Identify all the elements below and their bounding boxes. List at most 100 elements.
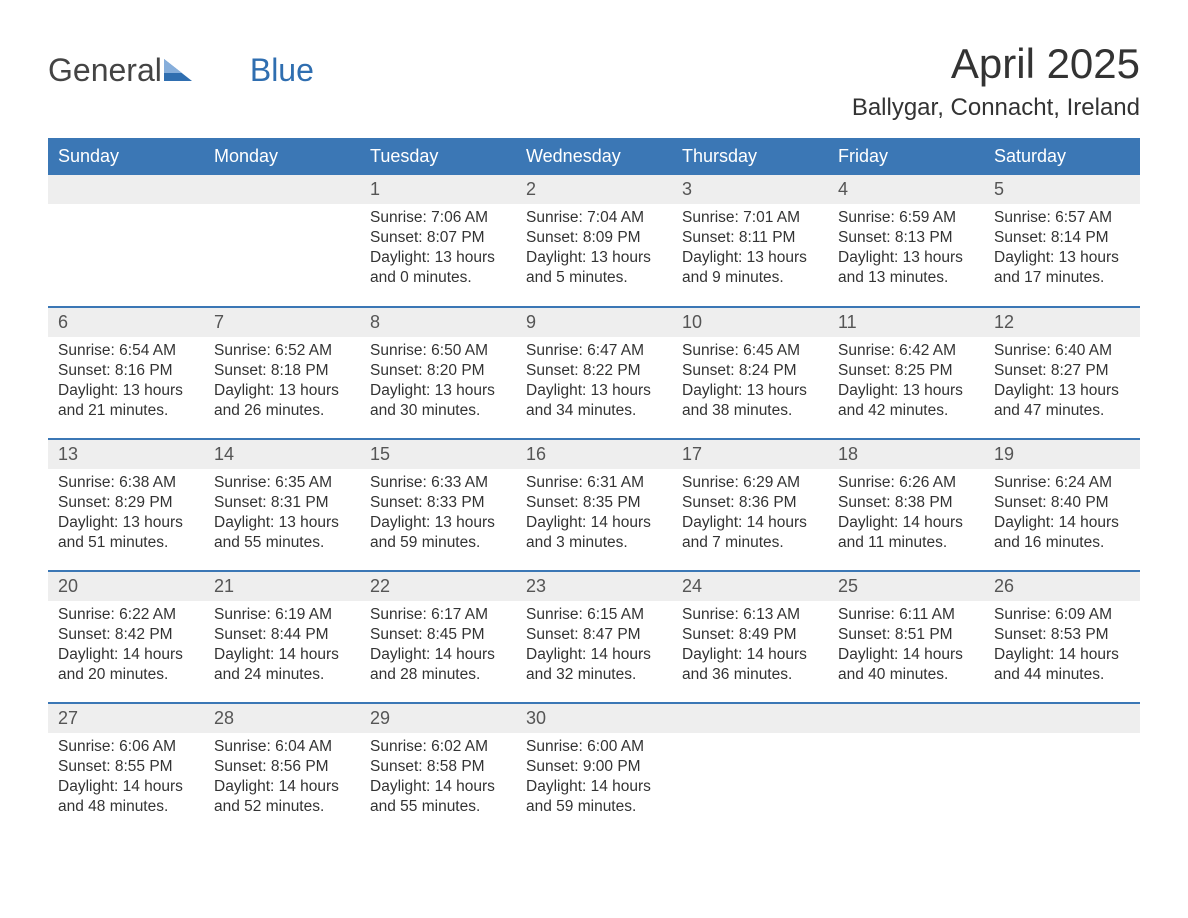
day-number: 24: [672, 572, 828, 601]
day-details: Sunrise: 7:06 AMSunset: 8:07 PMDaylight:…: [360, 204, 516, 295]
day-dl1: Daylight: 14 hours: [994, 513, 1130, 533]
day-details: Sunrise: 6:15 AMSunset: 8:47 PMDaylight:…: [516, 601, 672, 692]
day-details: Sunrise: 6:04 AMSunset: 8:56 PMDaylight:…: [204, 733, 360, 824]
day-details: Sunrise: 7:04 AMSunset: 8:09 PMDaylight:…: [516, 204, 672, 295]
day-number: [48, 175, 204, 204]
calendar-day-cell: 16Sunrise: 6:31 AMSunset: 8:35 PMDayligh…: [516, 439, 672, 571]
day-dl1: Daylight: 13 hours: [838, 248, 974, 268]
weekday-header: Monday: [204, 138, 360, 175]
weekday-header: Wednesday: [516, 138, 672, 175]
day-dl1: Daylight: 14 hours: [526, 513, 662, 533]
calendar-day-cell: 9Sunrise: 6:47 AMSunset: 8:22 PMDaylight…: [516, 307, 672, 439]
day-details: Sunrise: 7:01 AMSunset: 8:11 PMDaylight:…: [672, 204, 828, 295]
page-header: General Blue April 2025 Ballygar, Connac…: [48, 40, 1140, 132]
calendar-day-cell: [672, 703, 828, 835]
day-sunrise: Sunrise: 7:01 AM: [682, 208, 818, 228]
day-number: [984, 704, 1140, 733]
day-dl2: and 13 minutes.: [838, 268, 974, 288]
day-details: Sunrise: 6:26 AMSunset: 8:38 PMDaylight:…: [828, 469, 984, 560]
calendar-day-cell: 17Sunrise: 6:29 AMSunset: 8:36 PMDayligh…: [672, 439, 828, 571]
day-dl2: and 16 minutes.: [994, 533, 1130, 553]
calendar-day-cell: 22Sunrise: 6:17 AMSunset: 8:45 PMDayligh…: [360, 571, 516, 703]
day-dl1: Daylight: 13 hours: [58, 513, 194, 533]
day-dl2: and 0 minutes.: [370, 268, 506, 288]
day-dl2: and 24 minutes.: [214, 665, 350, 685]
day-details: Sunrise: 6:02 AMSunset: 8:58 PMDaylight:…: [360, 733, 516, 824]
calendar-day-cell: [204, 175, 360, 307]
calendar-day-cell: 13Sunrise: 6:38 AMSunset: 8:29 PMDayligh…: [48, 439, 204, 571]
day-sunrise: Sunrise: 6:59 AM: [838, 208, 974, 228]
weekday-header: Sunday: [48, 138, 204, 175]
day-number: 8: [360, 308, 516, 337]
day-sunset: Sunset: 8:49 PM: [682, 625, 818, 645]
day-dl2: and 3 minutes.: [526, 533, 662, 553]
day-details: Sunrise: 6:24 AMSunset: 8:40 PMDaylight:…: [984, 469, 1140, 560]
day-dl1: Daylight: 14 hours: [214, 645, 350, 665]
day-dl2: and 17 minutes.: [994, 268, 1130, 288]
calendar-day-cell: 24Sunrise: 6:13 AMSunset: 8:49 PMDayligh…: [672, 571, 828, 703]
day-sunset: Sunset: 8:33 PM: [370, 493, 506, 513]
day-sunrise: Sunrise: 6:09 AM: [994, 605, 1130, 625]
day-dl1: Daylight: 13 hours: [370, 248, 506, 268]
calendar-week-row: 27Sunrise: 6:06 AMSunset: 8:55 PMDayligh…: [48, 703, 1140, 835]
day-sunrise: Sunrise: 6:45 AM: [682, 341, 818, 361]
day-number: 20: [48, 572, 204, 601]
day-details: Sunrise: 6:47 AMSunset: 8:22 PMDaylight:…: [516, 337, 672, 428]
day-dl2: and 38 minutes.: [682, 401, 818, 421]
day-sunrise: Sunrise: 7:06 AM: [370, 208, 506, 228]
day-dl1: Daylight: 13 hours: [214, 513, 350, 533]
day-sunset: Sunset: 8:25 PM: [838, 361, 974, 381]
day-dl1: Daylight: 14 hours: [370, 777, 506, 797]
day-sunset: Sunset: 8:20 PM: [370, 361, 506, 381]
calendar-day-cell: 4Sunrise: 6:59 AMSunset: 8:13 PMDaylight…: [828, 175, 984, 307]
day-details: Sunrise: 6:54 AMSunset: 8:16 PMDaylight:…: [48, 337, 204, 428]
weekday-header: Thursday: [672, 138, 828, 175]
calendar-day-cell: 25Sunrise: 6:11 AMSunset: 8:51 PMDayligh…: [828, 571, 984, 703]
day-dl2: and 30 minutes.: [370, 401, 506, 421]
calendar-day-cell: 26Sunrise: 6:09 AMSunset: 8:53 PMDayligh…: [984, 571, 1140, 703]
day-dl2: and 55 minutes.: [370, 797, 506, 817]
day-sunset: Sunset: 9:00 PM: [526, 757, 662, 777]
day-dl1: Daylight: 14 hours: [58, 777, 194, 797]
day-sunrise: Sunrise: 6:11 AM: [838, 605, 974, 625]
day-dl2: and 51 minutes.: [58, 533, 194, 553]
brand-word-1: General: [48, 52, 162, 89]
day-sunrise: Sunrise: 6:29 AM: [682, 473, 818, 493]
day-dl1: Daylight: 14 hours: [838, 645, 974, 665]
location-subtitle: Ballygar, Connacht, Ireland: [852, 94, 1140, 122]
day-dl2: and 55 minutes.: [214, 533, 350, 553]
weekday-header: Saturday: [984, 138, 1140, 175]
calendar-day-cell: 15Sunrise: 6:33 AMSunset: 8:33 PMDayligh…: [360, 439, 516, 571]
day-details: Sunrise: 6:11 AMSunset: 8:51 PMDaylight:…: [828, 601, 984, 692]
day-number: 27: [48, 704, 204, 733]
day-details: Sunrise: 6:29 AMSunset: 8:36 PMDaylight:…: [672, 469, 828, 560]
day-dl1: Daylight: 13 hours: [838, 381, 974, 401]
day-dl2: and 48 minutes.: [58, 797, 194, 817]
day-dl1: Daylight: 14 hours: [838, 513, 974, 533]
day-dl2: and 52 minutes.: [214, 797, 350, 817]
day-sunset: Sunset: 8:18 PM: [214, 361, 350, 381]
day-sunrise: Sunrise: 6:31 AM: [526, 473, 662, 493]
calendar-day-cell: 14Sunrise: 6:35 AMSunset: 8:31 PMDayligh…: [204, 439, 360, 571]
calendar-week-row: 6Sunrise: 6:54 AMSunset: 8:16 PMDaylight…: [48, 307, 1140, 439]
calendar-week-row: 1Sunrise: 7:06 AMSunset: 8:07 PMDaylight…: [48, 175, 1140, 307]
calendar-day-cell: 27Sunrise: 6:06 AMSunset: 8:55 PMDayligh…: [48, 703, 204, 835]
calendar-day-cell: 20Sunrise: 6:22 AMSunset: 8:42 PMDayligh…: [48, 571, 204, 703]
day-sunrise: Sunrise: 6:22 AM: [58, 605, 194, 625]
day-sunrise: Sunrise: 6:38 AM: [58, 473, 194, 493]
day-number: 16: [516, 440, 672, 469]
brand-word-2: Blue: [250, 52, 314, 89]
day-sunset: Sunset: 8:31 PM: [214, 493, 350, 513]
calendar-day-cell: 21Sunrise: 6:19 AMSunset: 8:44 PMDayligh…: [204, 571, 360, 703]
day-details: Sunrise: 6:17 AMSunset: 8:45 PMDaylight:…: [360, 601, 516, 692]
day-dl2: and 26 minutes.: [214, 401, 350, 421]
day-sunset: Sunset: 8:53 PM: [994, 625, 1130, 645]
day-number: 12: [984, 308, 1140, 337]
day-details: Sunrise: 6:31 AMSunset: 8:35 PMDaylight:…: [516, 469, 672, 560]
calendar-day-cell: 19Sunrise: 6:24 AMSunset: 8:40 PMDayligh…: [984, 439, 1140, 571]
day-number: 4: [828, 175, 984, 204]
day-dl1: Daylight: 13 hours: [214, 381, 350, 401]
day-sunset: Sunset: 8:35 PM: [526, 493, 662, 513]
day-sunset: Sunset: 8:44 PM: [214, 625, 350, 645]
day-details: Sunrise: 6:59 AMSunset: 8:13 PMDaylight:…: [828, 204, 984, 295]
